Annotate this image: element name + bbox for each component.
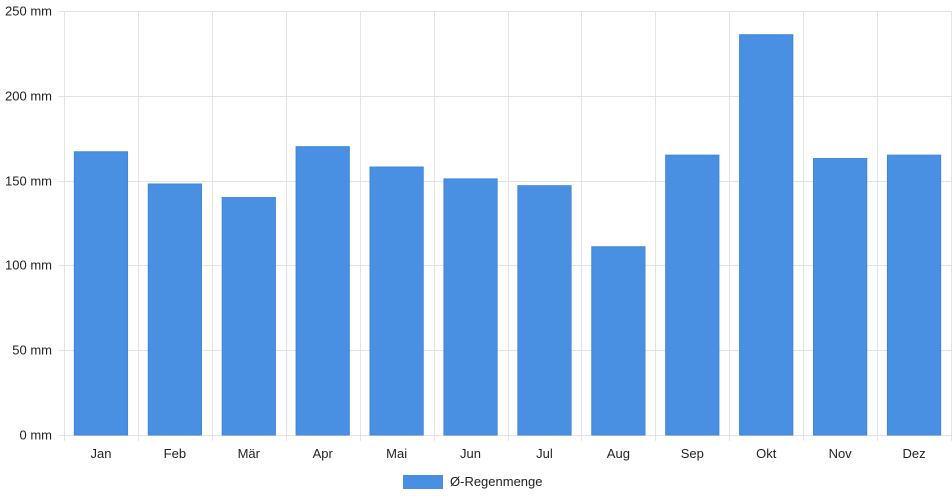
grid-lines <box>58 11 952 441</box>
x-tick-label: Apr <box>313 446 334 461</box>
bar-aug[interactable] <box>591 246 646 436</box>
legend[interactable]: Ø-Regenmenge <box>403 474 543 489</box>
x-tick-label: Mai <box>386 446 407 461</box>
y-tick-label: 0 mm <box>20 428 53 443</box>
x-tick-label: Dez <box>902 446 925 461</box>
bar-okt[interactable] <box>739 34 794 436</box>
bar-apr[interactable] <box>295 146 350 436</box>
x-tick-label: Mär <box>238 446 261 461</box>
bar-jul[interactable] <box>517 185 572 436</box>
y-axis-labels: 0 mm 50 mm 100 mm 150 mm 200 mm 250 mm <box>5 4 52 443</box>
x-tick-label: Aug <box>607 446 630 461</box>
x-tick-label: Sep <box>681 446 704 461</box>
x-tick-label: Feb <box>164 446 186 461</box>
bars <box>73 34 942 436</box>
x-tick-label: Jan <box>90 446 111 461</box>
x-axis-labels: Jan Feb Mär Apr Mai Jun Jul Aug Sep Okt Nov Dez <box>90 446 925 461</box>
bar-jun[interactable] <box>443 178 498 436</box>
bar-dez[interactable] <box>886 154 942 436</box>
y-tick-label: 150 mm <box>5 174 52 189</box>
y-tick-label: 50 mm <box>12 343 52 358</box>
bar-feb[interactable] <box>147 183 202 436</box>
bar-jan[interactable] <box>73 151 129 436</box>
bar-nov[interactable] <box>813 158 868 436</box>
x-tick-label: Jul <box>536 446 553 461</box>
bar-mär[interactable] <box>221 197 276 436</box>
y-tick-label: 250 mm <box>5 4 52 19</box>
y-tick-label: 200 mm <box>5 89 52 104</box>
x-tick-label: Okt <box>756 446 777 461</box>
bar-mai[interactable] <box>369 166 424 436</box>
y-tick-label: 100 mm <box>5 258 52 273</box>
bar-sep[interactable] <box>665 154 720 436</box>
x-tick-label: Jun <box>460 446 481 461</box>
legend-swatch <box>403 475 443 489</box>
x-tick-label: Nov <box>829 446 853 461</box>
legend-label: Ø-Regenmenge <box>450 474 543 489</box>
